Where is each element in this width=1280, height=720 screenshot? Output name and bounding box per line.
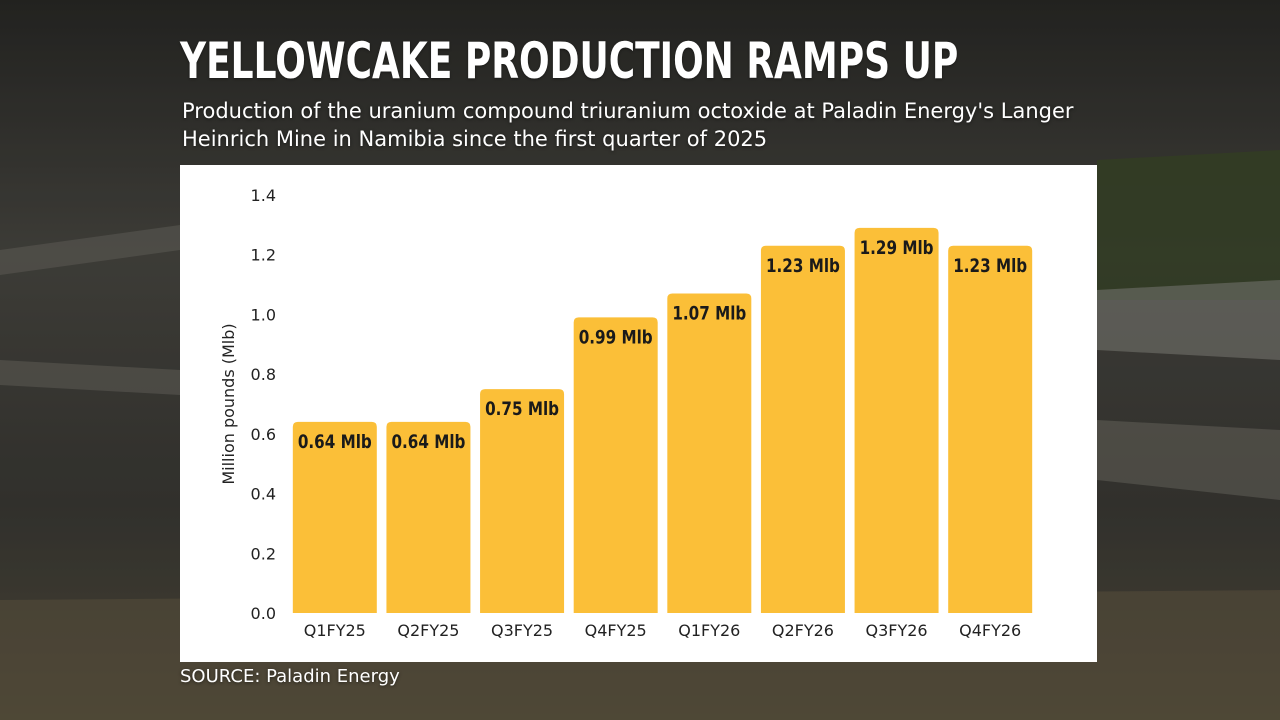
x-tick-label: Q2FY26 (772, 621, 834, 640)
y-tick-label: 0.6 (251, 425, 276, 444)
bar-value-label: 0.64 Mlb (391, 431, 465, 453)
x-tick-label: Q2FY25 (397, 621, 459, 640)
bar-Q2FY25 (386, 421, 471, 613)
y-tick-label: 1.2 (251, 246, 276, 265)
bar-Q3FY25 (480, 389, 565, 613)
y-tick-label: 0.4 (251, 485, 276, 504)
y-axis-label: Million pounds (Mlb) (219, 323, 238, 484)
bar-value-label: 0.64 Mlb (298, 431, 372, 453)
chart-panel: 0.0 0.2 0.4 0.6 0.8 1.0 1.2 1.4 Million pounds (… (180, 165, 1097, 662)
chart-title: YELLOWCAKE PRODUCTION RAMPS UP (180, 32, 959, 90)
bar-Q4FY25 (573, 317, 658, 613)
bar-value-label: 0.75 Mlb (485, 399, 559, 421)
x-tick-label: Q4FY26 (959, 621, 1021, 640)
x-tick-label: Q3FY25 (491, 621, 553, 640)
bar-chart: 0.0 0.2 0.4 0.6 0.8 1.0 1.2 1.4 Million pounds (… (219, 186, 1033, 640)
bar-Q1FY25 (292, 421, 377, 613)
bar-Q4FY26 (948, 245, 1033, 613)
source-note: SOURCE: Paladin Energy (180, 666, 400, 687)
y-tick-label: 0.0 (251, 604, 276, 623)
bar-value-label: 1.23 Mlb (953, 255, 1027, 277)
y-tick-label: 1.0 (251, 305, 276, 324)
y-tick-label: 0.8 (251, 365, 276, 384)
x-tick-label: Q3FY26 (866, 621, 928, 640)
y-tick-label: 1.4 (251, 186, 276, 205)
bar-value-label: 1.23 Mlb (766, 255, 840, 277)
x-tick-label: Q1FY25 (304, 621, 366, 640)
bar-value-label: 0.99 Mlb (579, 327, 653, 349)
bar-Q3FY26 (854, 227, 939, 613)
x-tick-label: Q1FY26 (678, 621, 740, 640)
bar-value-label: 1.29 Mlb (860, 237, 934, 259)
x-tick-label: Q4FY25 (585, 621, 647, 640)
bar-Q2FY26 (760, 245, 845, 613)
y-tick-label: 0.2 (251, 544, 276, 563)
chart-subtitle: Production of the uranium compound triur… (182, 99, 1074, 151)
bar-Q1FY26 (667, 293, 752, 613)
bar-value-label: 1.07 Mlb (672, 303, 746, 325)
